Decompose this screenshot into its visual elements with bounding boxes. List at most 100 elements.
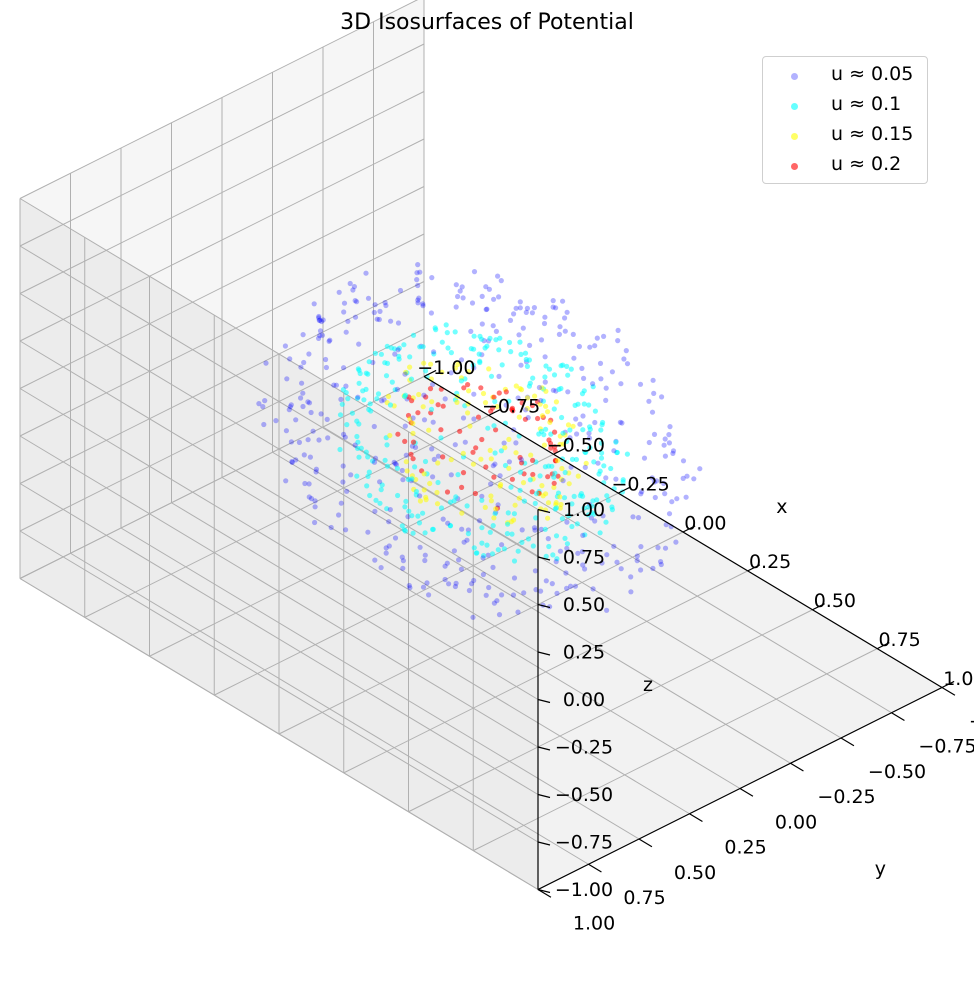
data-point xyxy=(512,502,518,508)
data-point xyxy=(367,401,373,407)
data-point xyxy=(367,492,373,499)
data-point xyxy=(468,328,474,334)
data-point xyxy=(377,479,383,485)
data-point xyxy=(479,540,485,546)
data-point xyxy=(472,490,478,497)
data-point xyxy=(558,476,565,482)
data-point xyxy=(471,333,477,339)
tick-labels: −1.00 −1.00 −1.00 −0.75 −0.75 −0.75 −0.50 −0.50… xyxy=(417,357,974,935)
data-point xyxy=(460,295,466,301)
data-point xyxy=(410,456,416,462)
data-point xyxy=(579,365,585,371)
data-point xyxy=(316,437,322,443)
data-point xyxy=(517,386,523,392)
legend-label: u ≈ 0.1 xyxy=(831,93,902,115)
data-point xyxy=(444,330,450,336)
legend-item: u ≈ 0.05 xyxy=(763,62,929,92)
data-point xyxy=(459,510,465,516)
data-point xyxy=(356,341,362,347)
x-tick-label: −0.50 xyxy=(547,435,605,457)
data-point xyxy=(609,507,616,513)
data-point xyxy=(256,401,262,407)
data-point xyxy=(691,476,697,482)
data-point xyxy=(306,400,313,406)
data-point xyxy=(552,429,558,435)
data-point xyxy=(562,535,568,542)
data-point xyxy=(356,421,362,427)
data-point xyxy=(490,523,496,529)
data-point xyxy=(569,523,575,530)
data-point xyxy=(465,369,471,375)
data-point xyxy=(646,439,652,446)
data-point xyxy=(317,333,323,339)
z-tick-mark xyxy=(537,556,551,561)
grid-line xyxy=(19,91,425,294)
z-tick-mark xyxy=(537,508,551,514)
data-point xyxy=(476,351,482,357)
data-point xyxy=(389,379,395,385)
data-point xyxy=(543,388,549,394)
data-point xyxy=(592,518,598,524)
data-point xyxy=(466,587,472,594)
data-point xyxy=(611,448,617,454)
data-point xyxy=(438,505,445,511)
data-point xyxy=(582,464,588,470)
data-point xyxy=(470,362,476,368)
data-point xyxy=(371,309,377,316)
data-point xyxy=(487,335,493,341)
data-point xyxy=(396,356,402,362)
data-point xyxy=(492,450,498,456)
data-point xyxy=(421,417,428,423)
data-point xyxy=(513,450,519,456)
x-tick-label: 0.25 xyxy=(749,551,791,573)
legend-label: u ≈ 0.2 xyxy=(831,153,902,175)
data-point xyxy=(491,394,497,400)
data-point xyxy=(457,288,463,294)
data-point xyxy=(565,372,571,378)
data-point xyxy=(379,398,385,404)
data-point xyxy=(564,519,570,525)
data-point xyxy=(420,404,426,410)
data-point xyxy=(670,450,676,456)
data-point xyxy=(416,295,422,301)
data-point xyxy=(527,477,533,483)
data-point xyxy=(639,489,645,495)
data-point xyxy=(357,370,363,377)
data-point xyxy=(338,396,344,402)
data-point xyxy=(604,552,610,558)
data-point xyxy=(455,472,461,478)
data-point xyxy=(532,527,538,533)
data-point xyxy=(399,554,405,560)
data-point xyxy=(431,349,437,355)
data-point xyxy=(403,369,409,375)
data-point xyxy=(537,473,543,479)
data-point xyxy=(527,380,533,386)
data-point xyxy=(402,528,408,534)
axis-lines xyxy=(423,369,956,898)
data-point xyxy=(603,385,609,391)
data-point xyxy=(402,423,408,429)
data-point xyxy=(572,583,579,589)
data-point xyxy=(568,583,574,589)
data-point xyxy=(550,387,557,393)
data-point xyxy=(531,525,538,531)
data-point xyxy=(634,553,640,559)
chart-title: 3D Isosurfaces of Potential xyxy=(340,10,634,35)
data-point xyxy=(506,459,512,465)
data-point xyxy=(637,381,644,387)
data-point xyxy=(545,515,551,521)
data-point xyxy=(422,552,428,558)
data-point xyxy=(406,508,412,514)
data-point xyxy=(560,430,566,436)
data-point xyxy=(307,454,313,460)
x-tick-mark xyxy=(488,408,502,416)
data-point xyxy=(575,550,581,556)
data-point xyxy=(557,324,563,330)
data-point xyxy=(480,390,487,397)
data-point xyxy=(465,382,471,388)
data-point xyxy=(650,377,656,383)
data-point xyxy=(372,302,378,308)
grid-line xyxy=(19,388,539,700)
data-point xyxy=(598,427,604,433)
